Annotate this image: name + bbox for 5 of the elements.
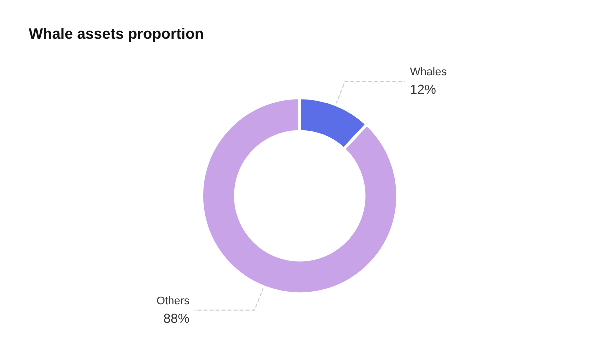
data-label: 12% — [410, 82, 437, 98]
slice-label: Others — [156, 295, 190, 308]
data-label: 88% — [164, 310, 190, 326]
slice-label: Whales — [410, 66, 448, 79]
chart-title: Whale assets proportion — [29, 26, 204, 43]
